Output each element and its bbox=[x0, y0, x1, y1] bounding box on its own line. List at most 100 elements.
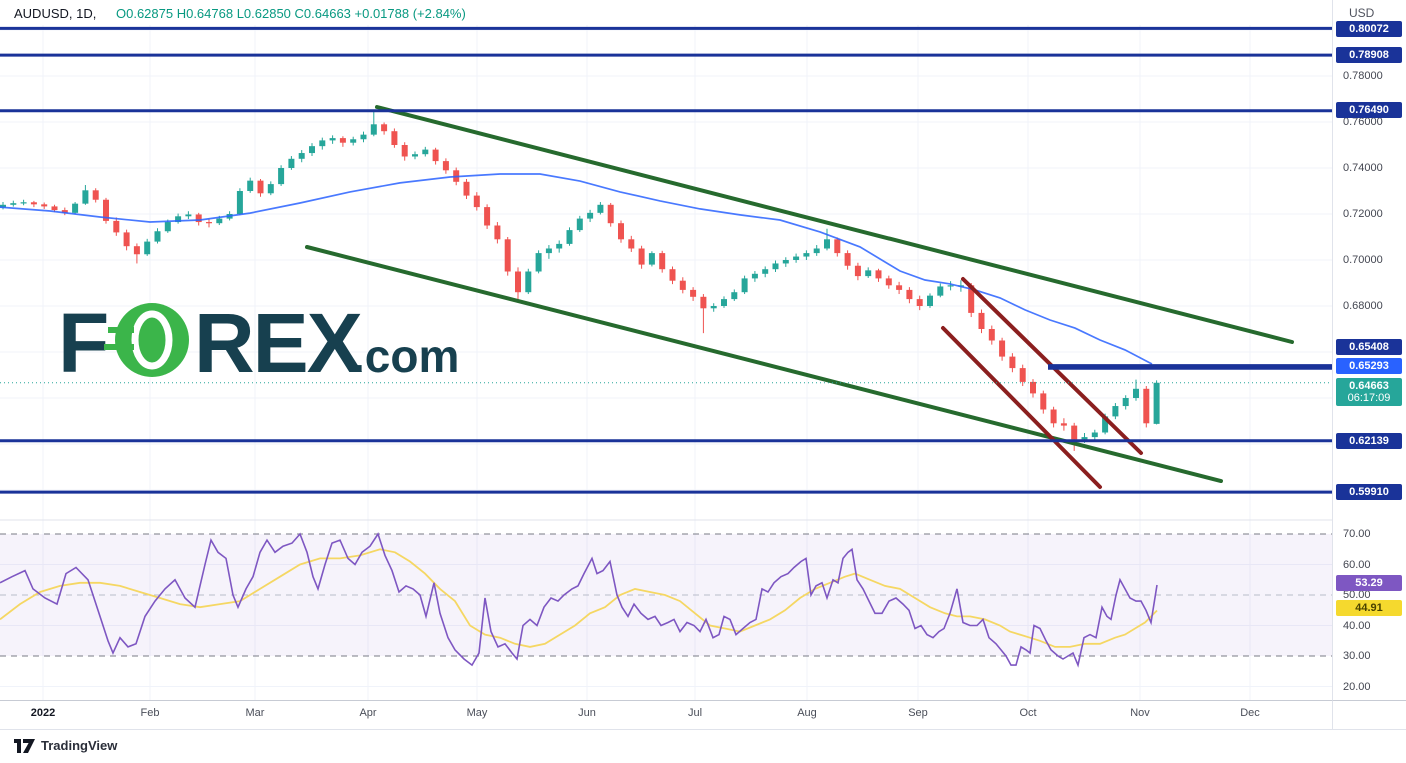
candle-body bbox=[41, 204, 48, 207]
candle-body bbox=[484, 207, 491, 226]
candle-body bbox=[782, 260, 789, 264]
candle-body bbox=[834, 239, 841, 254]
candle-body bbox=[123, 232, 130, 247]
price-axis-label: 0.70000 bbox=[1343, 254, 1383, 266]
forex-watermark-rex: REX bbox=[194, 296, 363, 390]
candle-body bbox=[30, 202, 37, 205]
price-badge: 0.80072 bbox=[1336, 21, 1402, 37]
candle-body bbox=[638, 248, 645, 265]
time-axis-month-label: Dec bbox=[1240, 707, 1260, 719]
candle-body bbox=[865, 270, 872, 277]
candle-body bbox=[535, 253, 542, 272]
candle-body bbox=[968, 285, 975, 313]
candle-body bbox=[700, 296, 707, 309]
tradingview-attribution[interactable]: TradingView bbox=[14, 738, 117, 753]
candle-body bbox=[721, 299, 727, 306]
candle-body bbox=[103, 199, 109, 221]
chart-canvas[interactable]: F REX.com bbox=[0, 0, 1332, 700]
candle-body bbox=[442, 161, 449, 171]
candle-body bbox=[267, 184, 274, 194]
candle-body bbox=[1009, 356, 1016, 369]
time-axis-year-label: 2022 bbox=[30, 707, 56, 719]
candle-body bbox=[587, 212, 594, 219]
candle-body bbox=[1133, 388, 1139, 398]
price-badge: 0.62139 bbox=[1336, 433, 1402, 449]
candle-body bbox=[278, 168, 285, 185]
tradingview-label: TradingView bbox=[41, 738, 118, 753]
candle-body bbox=[875, 270, 882, 279]
candle-body bbox=[937, 286, 944, 296]
time-scale[interactable]: 2022 Feb Mar Apr May Jun Jul Aug Sep Oct Nov Dec bbox=[0, 700, 1332, 730]
moving-average-line bbox=[0, 173, 1153, 365]
symbol-interval-label[interactable]: AUDUSD, 1D, bbox=[14, 6, 97, 21]
candle-body bbox=[504, 239, 511, 272]
candle-body bbox=[432, 149, 439, 162]
candle-body bbox=[679, 280, 686, 290]
oscillator-badge: 44.91 bbox=[1336, 600, 1402, 616]
forex-watermark-f: F bbox=[58, 296, 107, 390]
price-badge: 0.65408 bbox=[1336, 339, 1402, 355]
time-axis-month-label: Apr bbox=[359, 707, 377, 719]
time-axis-month-label: Jul bbox=[687, 707, 703, 719]
time-axis-month-label: May bbox=[466, 707, 488, 719]
oscillator-badge: 53.29 bbox=[1336, 575, 1402, 591]
candle-body bbox=[1019, 368, 1026, 382]
candle-body bbox=[648, 253, 655, 265]
candle-body bbox=[618, 223, 624, 240]
candle-body bbox=[741, 278, 748, 293]
candle-body bbox=[329, 138, 336, 141]
candle-body bbox=[391, 131, 398, 145]
time-axis-month-label: Jun bbox=[578, 707, 596, 719]
candle-body bbox=[298, 153, 305, 159]
candle-body bbox=[978, 312, 985, 329]
trendline-upper-channel[interactable] bbox=[375, 105, 1294, 344]
candle-body bbox=[710, 306, 717, 309]
candle-body bbox=[422, 149, 429, 155]
oscillator-main-line bbox=[0, 532, 1158, 668]
candle-body bbox=[999, 340, 1006, 357]
candle-body bbox=[690, 289, 697, 297]
candle-body bbox=[545, 248, 552, 254]
oscillator-axis-label: 30.00 bbox=[1343, 650, 1371, 662]
candle-body bbox=[257, 180, 264, 194]
candle-body bbox=[988, 329, 995, 341]
time-axis-month-label: Sep bbox=[908, 707, 928, 719]
chart-legend: AUDUSD, 1D, O0.62875 H0.64768 L0.62850 C… bbox=[14, 4, 466, 24]
candle-body bbox=[401, 145, 408, 157]
candle-body bbox=[731, 292, 738, 300]
candle-body bbox=[576, 218, 583, 231]
forex-watermark-o bbox=[115, 303, 189, 377]
candle-body bbox=[144, 241, 151, 255]
tradingview-icon bbox=[14, 738, 35, 753]
candle-body bbox=[793, 256, 800, 260]
candle-body bbox=[339, 138, 346, 143]
candle-body bbox=[854, 265, 861, 277]
candle-body bbox=[607, 204, 614, 224]
candle-body bbox=[1060, 423, 1067, 426]
candle-body bbox=[216, 218, 223, 224]
time-axis-month-label: Nov bbox=[1130, 707, 1150, 719]
candle-body bbox=[412, 154, 418, 157]
candle-body bbox=[0, 204, 6, 208]
price-badge: 0.78908 bbox=[1336, 47, 1402, 63]
candle-body bbox=[247, 180, 254, 191]
price-axis-label: 0.78000 bbox=[1343, 70, 1383, 82]
trendline-steep-left[interactable] bbox=[941, 326, 1102, 489]
candle-body bbox=[1102, 416, 1109, 433]
candle-body bbox=[20, 202, 27, 204]
price-badge: 0.59910 bbox=[1336, 484, 1402, 500]
candle-body bbox=[844, 253, 851, 266]
candle-body bbox=[463, 181, 470, 196]
price-scale[interactable]: USD 0.78000 0.76000 0.74000 0.72000 0.70000 0… bbox=[1332, 0, 1406, 728]
candle-body bbox=[1081, 437, 1088, 440]
candle-body bbox=[309, 146, 315, 154]
candle-body bbox=[896, 285, 903, 290]
candle-body bbox=[772, 263, 779, 270]
candle-body bbox=[927, 295, 933, 306]
candle-body bbox=[597, 204, 604, 213]
candle-body bbox=[556, 243, 563, 249]
candle-body bbox=[813, 248, 820, 254]
candle-body bbox=[916, 299, 923, 306]
candle-body bbox=[1040, 393, 1047, 410]
oscillator-axis-label: 20.00 bbox=[1343, 680, 1371, 693]
